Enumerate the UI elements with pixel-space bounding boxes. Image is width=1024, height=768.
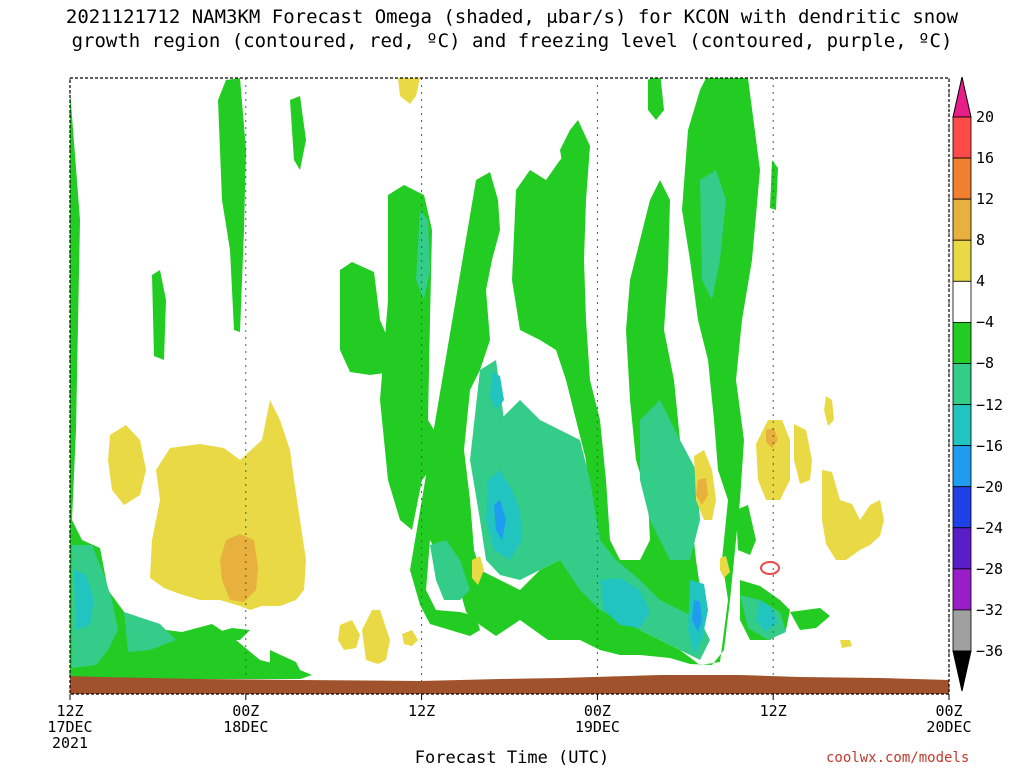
colorbar-swatch-5 <box>952 321 972 364</box>
colorbar-label-13: −36 <box>976 642 1004 660</box>
omega-area-25 <box>430 540 470 600</box>
credit-text: coolwx.com/models <box>826 750 970 766</box>
colorbar-label-1: 16 <box>976 149 995 168</box>
omega-area-38 <box>402 630 418 646</box>
terrain <box>70 675 949 694</box>
omega-area-27 <box>600 578 650 628</box>
colorbar-label-12: −32 <box>976 600 1004 619</box>
omega-area-3 <box>74 570 94 630</box>
colorbar-label-10: −24 <box>976 518 1004 537</box>
omega-area-34 <box>150 400 306 610</box>
omega-area-18 <box>218 628 250 640</box>
omega-shading <box>70 78 884 679</box>
colorbar-swatch-8 <box>952 445 972 488</box>
x-axis-label: Forecast Time (UTC) <box>414 748 610 768</box>
omega-area-32 <box>692 600 702 632</box>
omega-area-12 <box>648 78 664 120</box>
omega-area-7 <box>340 262 392 375</box>
omega-area-39 <box>472 556 484 585</box>
x-tick-label-60: 00Z 20DEC <box>926 702 972 736</box>
colorbar-label-4: 4 <box>976 272 986 291</box>
omega-area-31 <box>494 500 506 540</box>
colorbar-label-0: 20 <box>976 108 995 126</box>
omega-area-9 <box>410 78 760 665</box>
omega-area-2 <box>124 612 176 652</box>
colorbar-label-11: −28 <box>976 559 1004 578</box>
colorbar-swatch-6 <box>952 363 972 405</box>
axes <box>69 77 950 700</box>
omega-area-44 <box>824 396 834 426</box>
omega-area-33 <box>108 425 146 505</box>
omega-area-16 <box>770 160 778 210</box>
omega-area-30 <box>490 372 504 410</box>
colorbar-label-9: −20 <box>976 477 1004 496</box>
omega-area-22 <box>700 170 726 300</box>
omega-area-4 <box>218 78 246 332</box>
omega-area-36 <box>338 620 360 650</box>
colorbar-swatch-9 <box>952 486 972 529</box>
colorbar-label-5: −4 <box>976 313 995 332</box>
omega-area-47 <box>220 534 258 602</box>
colorbar-top-arrow <box>952 76 972 118</box>
omega-area-46 <box>720 556 730 578</box>
colorbar-swatch-12 <box>952 609 972 652</box>
colorbar-label-6: −8 <box>976 354 995 373</box>
omega-area-11 <box>560 120 590 220</box>
colorbar-swatch-10 <box>952 527 972 570</box>
omega-area-5 <box>290 96 306 170</box>
omega-area-24 <box>416 210 430 300</box>
colorbar-swatch-4 <box>952 280 972 323</box>
colorbar-label-3: 8 <box>976 231 986 250</box>
omega-area-13 <box>736 505 756 555</box>
colorbar-swatch-1 <box>952 157 972 200</box>
contour-small-loop <box>760 561 780 575</box>
omega-area-42 <box>794 424 812 484</box>
colorbar-label-2: 12 <box>976 190 995 209</box>
colorbar-bottom-arrow <box>952 650 972 692</box>
omega-area-17 <box>270 650 300 670</box>
omega-area-6 <box>152 270 166 360</box>
omega-area-20 <box>500 400 710 660</box>
chart-title-line1: 2021121712 NAM3KM Forecast Omega (shaded… <box>65 6 959 28</box>
x-tick-label-12: 00Z 18DEC <box>223 702 269 736</box>
colorbar <box>952 76 972 692</box>
x-tick-label-24: 12Z <box>408 702 436 720</box>
colorbar-label-7: −12 <box>976 395 1004 414</box>
omega-area-21 <box>640 400 700 560</box>
omega-area-15 <box>790 608 830 630</box>
omega-area-29 <box>756 600 778 632</box>
plot-frame <box>69 77 950 695</box>
colorbar-swatch-11 <box>952 568 972 611</box>
terrain-surface <box>70 675 949 694</box>
x-tick-label-48: 12Z <box>759 702 787 720</box>
colorbar-swatch-7 <box>952 404 972 447</box>
omega-area-43 <box>822 470 884 560</box>
colorbar-label-8: −16 <box>976 436 1004 455</box>
contours: -18-18-18-12-12-1200 <box>760 561 780 575</box>
colorbar-swatch-3 <box>952 239 972 282</box>
x-tick-label-0: 12Z 17DEC 2021 <box>47 702 93 752</box>
x-tick-label-36: 00Z 19DEC <box>574 702 620 736</box>
omega-area-45 <box>840 640 852 648</box>
chart-title-line2: growth region (contoured, red, ºC) and f… <box>71 30 953 52</box>
colorbar-swatch-2 <box>952 198 972 241</box>
omega-area-41 <box>756 420 790 500</box>
omega-area-48 <box>696 478 708 505</box>
colorbar-swatch-0 <box>952 116 972 159</box>
omega-area-49 <box>766 428 778 448</box>
omega-area-35 <box>398 78 420 104</box>
omega-area-37 <box>362 610 390 664</box>
